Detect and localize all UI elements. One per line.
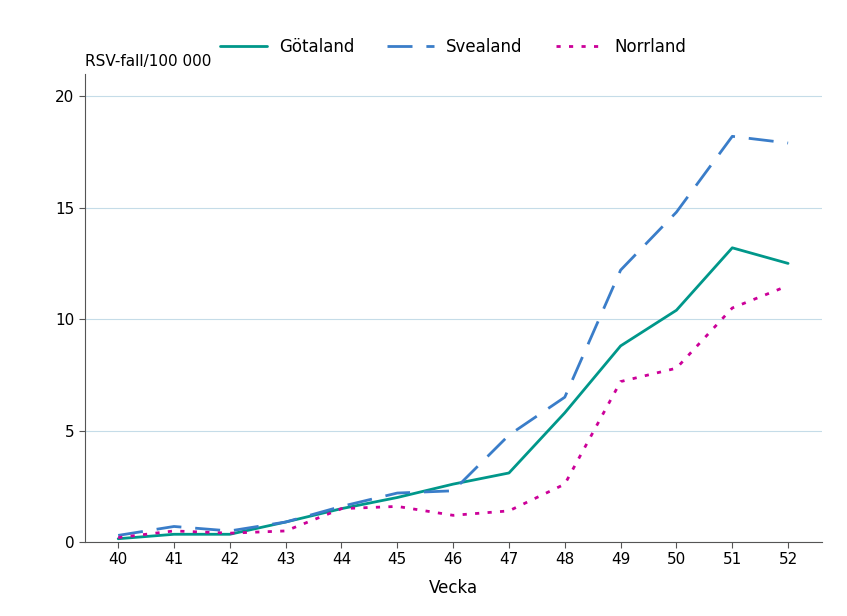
- Svealand: [448, 487, 458, 495]
- Norrland: [392, 503, 402, 510]
- Norrland: [448, 512, 458, 519]
- Svealand: [113, 532, 124, 539]
- Götaland: [169, 530, 179, 538]
- Svealand: [616, 266, 626, 274]
- Götaland: [616, 342, 626, 350]
- Götaland: [224, 530, 235, 538]
- Svealand: [504, 431, 514, 439]
- Götaland: [728, 244, 738, 251]
- Norrland: [169, 527, 179, 535]
- Svealand: [392, 489, 402, 496]
- Norrland: [504, 507, 514, 514]
- Götaland: [113, 535, 124, 543]
- Svealand: [728, 132, 738, 140]
- Norrland: [280, 527, 291, 535]
- Götaland: [336, 505, 346, 513]
- X-axis label: Vecka: Vecka: [429, 578, 478, 597]
- Text: RSV-fall/100 000: RSV-fall/100 000: [85, 54, 211, 69]
- Götaland: [280, 518, 291, 525]
- Norrland: [224, 530, 235, 537]
- Götaland: [672, 307, 682, 314]
- Svealand: [783, 139, 793, 147]
- Legend: Götaland, Svealand, Norrland: Götaland, Svealand, Norrland: [220, 38, 686, 56]
- Svealand: [169, 523, 179, 530]
- Line: Norrland: Norrland: [119, 286, 788, 538]
- Götaland: [504, 469, 514, 477]
- Götaland: [783, 260, 793, 267]
- Norrland: [336, 505, 346, 513]
- Norrland: [672, 365, 682, 372]
- Line: Götaland: Götaland: [119, 248, 788, 539]
- Götaland: [392, 494, 402, 501]
- Norrland: [560, 480, 570, 488]
- Svealand: [336, 503, 346, 510]
- Svealand: [224, 527, 235, 535]
- Svealand: [672, 208, 682, 216]
- Götaland: [448, 480, 458, 488]
- Norrland: [783, 282, 793, 290]
- Norrland: [113, 534, 124, 541]
- Svealand: [280, 518, 291, 525]
- Svealand: [560, 394, 570, 401]
- Norrland: [616, 378, 626, 385]
- Norrland: [728, 304, 738, 312]
- Line: Svealand: Svealand: [119, 136, 788, 535]
- Götaland: [560, 409, 570, 416]
